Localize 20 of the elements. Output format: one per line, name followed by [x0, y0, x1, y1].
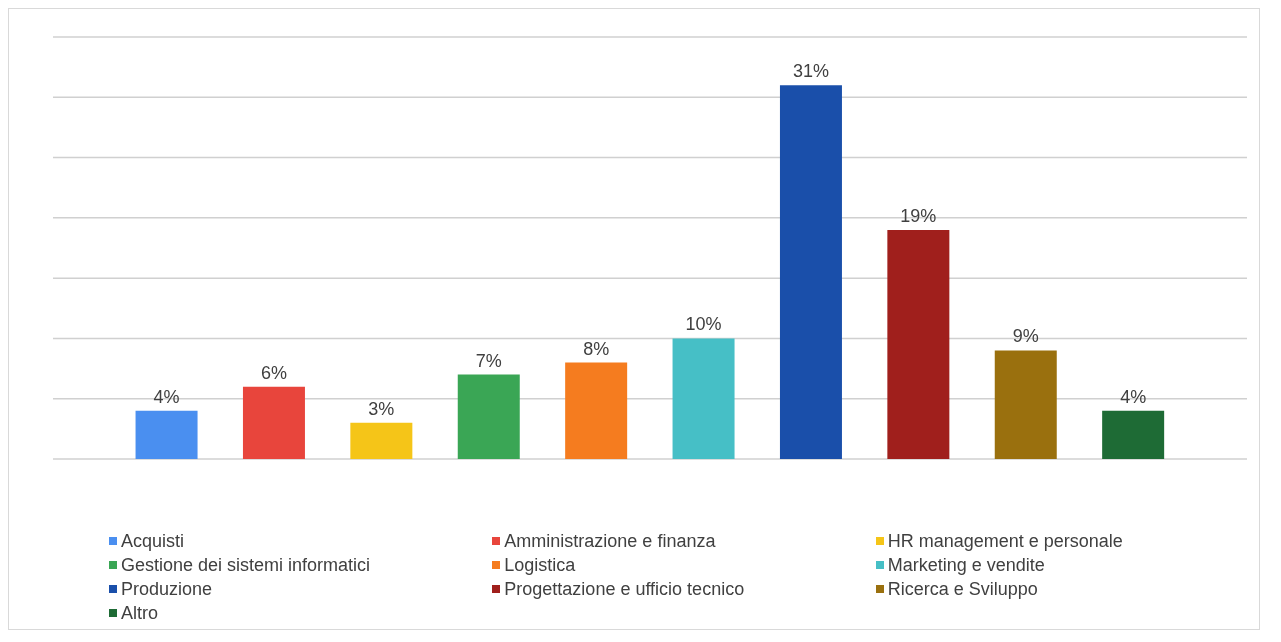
data-label: 9% — [1012, 326, 1039, 347]
legend-label: HR management e personale — [887, 530, 1123, 553]
data-label: 4% — [1120, 386, 1147, 407]
legend-label: Ricerca e Sviluppo — [887, 578, 1038, 601]
data-label: 4% — [153, 386, 180, 407]
data-label: 10% — [685, 314, 722, 335]
legend-label: Produzione — [121, 578, 213, 601]
legend-label: Progettazione e ufficio tecnico — [504, 578, 745, 601]
data-label: 3% — [368, 398, 395, 419]
legend-label: Amministrazione e finanza — [504, 530, 716, 553]
data-label: 7% — [475, 350, 502, 371]
legend-label: Acquisti — [121, 530, 185, 553]
data-label: 8% — [583, 338, 610, 359]
legend-label: Marketing e vendite — [887, 554, 1045, 577]
data-label: 19% — [900, 205, 937, 226]
data-label: 31% — [792, 61, 829, 82]
legend-label: Gestione dei sistemi informatici — [121, 554, 371, 577]
data-label: 6% — [260, 362, 287, 383]
legend-label: Logistica — [504, 554, 576, 577]
legend-label: Altro — [121, 602, 159, 625]
